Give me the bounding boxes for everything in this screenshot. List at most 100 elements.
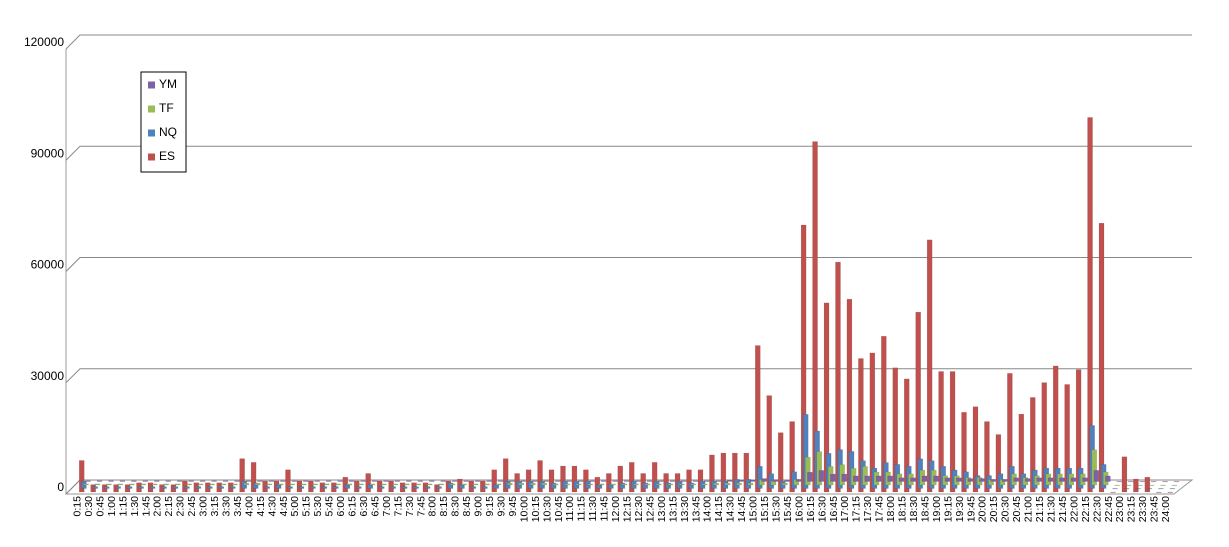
bar [321,486,328,489]
bar [628,462,635,493]
bar [555,480,561,482]
bar [1171,484,1178,486]
bar [404,483,410,486]
x-tick-label: 0:45 [94,496,106,517]
bar [461,483,467,486]
x-tick-label: 5:15 [301,496,313,517]
x-tick-label: 6:30 [358,496,370,517]
x-tick-label: 5:30 [312,496,324,517]
x-tick-label: 4:15 [255,496,267,517]
bar [149,486,156,489]
bar [1127,481,1134,483]
bar [484,483,490,486]
bar [325,480,332,482]
bar [887,475,893,482]
bar [709,454,715,493]
bar [289,483,295,486]
x-tick-label: 10:30 [541,496,553,522]
bar [302,480,309,482]
bar [337,480,343,482]
bar [910,477,916,482]
x-tick-label: 22:30 [1091,496,1103,522]
bar [732,452,738,493]
x-tick-label: 12:45 [644,496,656,522]
bar [617,465,624,493]
x-tick-label: 15:30 [770,496,782,522]
bar [1169,488,1176,490]
x-tick-label: 18:15 [897,496,909,522]
bar [795,479,802,482]
x-tick-label: 4:00 [243,496,255,517]
bar [333,486,339,489]
legend-swatch [148,105,155,113]
bar [117,483,124,486]
bar [724,482,731,486]
bar [736,482,742,486]
x-tick-label: 16:15 [805,496,817,522]
bar [493,484,500,489]
x-tick-label: 7:30 [404,496,416,517]
bar [823,302,830,493]
bar [1133,478,1139,493]
x-tick-label: 12:00 [610,496,622,522]
bar [525,469,532,493]
bar [103,486,110,489]
legend-swatch [148,129,155,137]
bar [310,486,316,489]
bar [388,480,394,493]
bar [96,480,103,482]
x-tick-label: 23:30 [1137,496,1149,522]
x-tick-label: 18:45 [919,496,931,522]
bar [612,480,618,482]
bar [543,480,550,482]
bar [1123,488,1130,490]
x-tick-label: 19:30 [954,496,966,522]
bar [846,298,853,493]
x-tick-label: 2:00 [152,496,164,517]
bar [449,483,456,486]
bar [353,480,360,493]
bar [119,480,126,482]
bar [376,480,383,493]
x-tick-label: 6:45 [369,496,381,517]
x-tick-label: 23:45 [1149,496,1161,522]
bar [610,483,616,486]
bar [667,483,674,486]
bar [651,462,658,493]
bar [757,466,763,489]
bar [530,482,536,486]
bar [766,395,772,493]
bar [621,483,628,486]
bar [583,469,589,493]
x-tick-label: 21:30 [1045,496,1057,522]
bar [805,456,811,486]
bar [1173,481,1180,483]
x-tick-label: 24:00 [1160,496,1172,522]
bar [424,486,431,489]
bar [1082,477,1088,482]
bar [1024,478,1031,482]
bar [681,480,687,482]
x-tick-label: 20:30 [1000,496,1012,522]
bar [800,224,807,493]
bar [841,473,848,482]
bar [1091,449,1098,486]
bar [600,480,607,482]
bar [1160,484,1166,486]
bar [1075,369,1082,493]
bar [1036,477,1042,482]
bar [1144,476,1151,493]
grid-line [65,34,1192,50]
bar [903,378,910,493]
bar [447,482,454,489]
bar [287,486,293,489]
legend-label: NQ [159,125,177,139]
y-tick-label: 30000 [31,369,65,383]
bar [335,483,341,486]
bar [1167,491,1174,493]
x-tick-label: 13:00 [656,496,668,522]
bar [266,483,273,486]
bar [1110,491,1116,493]
bar [949,371,956,493]
bar [869,352,876,493]
